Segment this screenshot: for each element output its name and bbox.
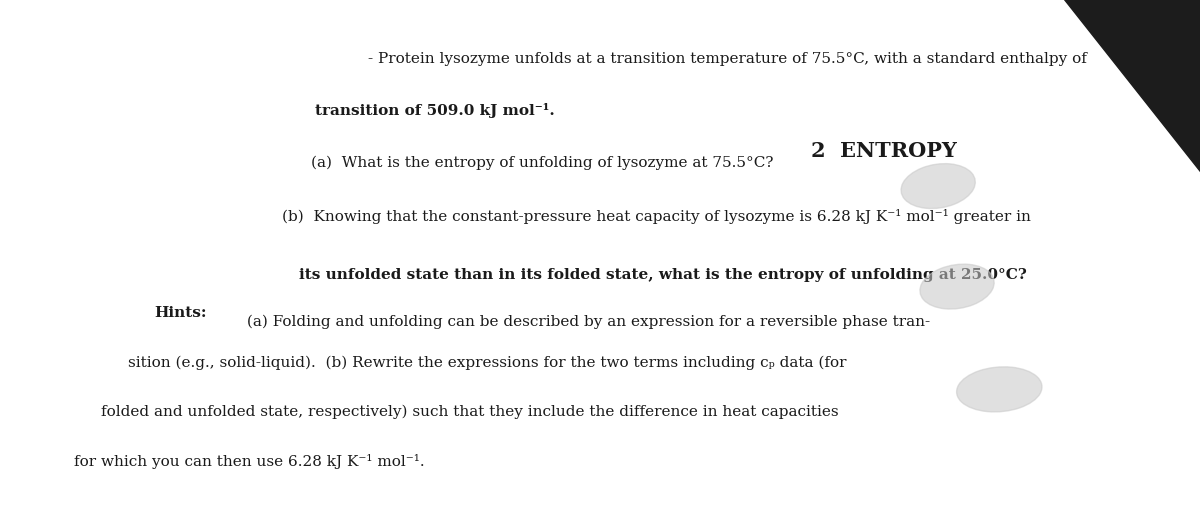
Text: folded and unfolded state, respectively) such that they include the difference i: folded and unfolded state, respectively)… bbox=[101, 404, 839, 418]
Text: transition of 509.0 kJ mol⁻¹.: transition of 509.0 kJ mol⁻¹. bbox=[314, 103, 554, 118]
Text: (a) Folding and unfolding can be described by an expression for a reversible pha: (a) Folding and unfolding can be describ… bbox=[242, 314, 930, 328]
Text: - Protein lysozyme unfolds at a transition temperature of 75.5°C, with a standar: - Protein lysozyme unfolds at a transiti… bbox=[368, 52, 1087, 66]
Text: (b)  Knowing that the constant-pressure heat capacity of lysozyme is 6.28 kJ K⁻¹: (b) Knowing that the constant-pressure h… bbox=[282, 209, 1031, 224]
Polygon shape bbox=[864, 0, 1200, 202]
Text: Hints:: Hints: bbox=[155, 306, 208, 320]
Text: for which you can then use 6.28 kJ K⁻¹ mol⁻¹.: for which you can then use 6.28 kJ K⁻¹ m… bbox=[73, 453, 425, 468]
Text: its unfolded state than in its folded state, what is the entropy of unfolding at: its unfolded state than in its folded st… bbox=[299, 268, 1026, 282]
Ellipse shape bbox=[956, 367, 1042, 412]
Text: 2  ENTROPY: 2 ENTROPY bbox=[811, 140, 958, 161]
Ellipse shape bbox=[920, 265, 994, 310]
Ellipse shape bbox=[901, 164, 976, 209]
Text: (a)  What is the entropy of unfolding of lysozyme at 75.5°C?: (a) What is the entropy of unfolding of … bbox=[311, 155, 774, 169]
Text: sition (e.g., solid-liquid).  (b) Rewrite the expressions for the two terms incl: sition (e.g., solid-liquid). (b) Rewrite… bbox=[127, 355, 846, 369]
